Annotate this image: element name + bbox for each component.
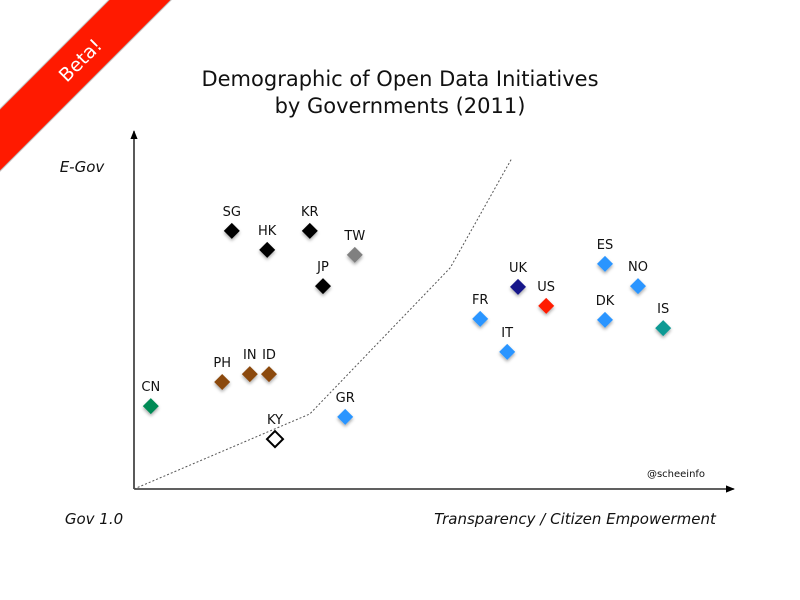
data-point-cn: CN (141, 380, 160, 415)
point-label: PH (213, 356, 231, 371)
point-label: IN (243, 348, 257, 363)
diamond-marker (655, 320, 672, 337)
diamond-marker (261, 366, 277, 383)
point-label: NO (628, 260, 648, 275)
points-layer: SG HK KR TW JP CN PH IN ID KY GR FR IT UK US ES NO DK IS (141, 205, 672, 449)
data-point-id: ID (261, 348, 277, 383)
data-point-us: US (537, 280, 555, 314)
diamond-marker (499, 343, 516, 360)
diamond-marker (510, 278, 526, 295)
point-label: ID (262, 348, 276, 363)
data-point-dk: DK (596, 294, 615, 328)
diamond-marker (214, 374, 231, 391)
diamond-marker (223, 222, 240, 239)
data-point-tw: TW (343, 229, 365, 263)
boundary-layer (133, 157, 513, 490)
diamond-marker (241, 366, 258, 383)
data-point-kr: KR (301, 205, 319, 239)
diamond-marker (142, 398, 159, 415)
data-point-no: NO (628, 260, 648, 295)
point-label: IT (501, 326, 513, 341)
chart-title: Demographic of Open Data Initiatives (201, 67, 598, 91)
data-point-in: IN (241, 348, 258, 383)
data-point-sg: SG (223, 205, 241, 239)
point-label: DK (596, 294, 615, 309)
diamond-marker (630, 278, 646, 295)
data-point-es: ES (597, 238, 613, 272)
diamond-marker (346, 246, 363, 263)
point-label: KR (301, 205, 319, 220)
diamond-marker (259, 241, 276, 258)
data-point-uk: UK (509, 261, 528, 295)
point-label: US (537, 280, 555, 295)
data-point-jp: JP (315, 260, 331, 295)
diamond-marker (337, 408, 354, 425)
data-point-it: IT (499, 326, 516, 360)
point-label: IS (657, 302, 669, 317)
diamond-marker (538, 297, 555, 314)
data-point-ky: KY (265, 413, 285, 449)
data-point-fr: FR (472, 293, 489, 327)
point-label: SG (223, 205, 241, 220)
data-point-hk: HK (258, 224, 277, 258)
point-label: UK (509, 261, 528, 276)
point-label: JP (316, 260, 329, 275)
credit-label: @scheeinfo (647, 469, 705, 480)
x-axis-label: Transparency / Citizen Empowerment (434, 510, 717, 528)
y-axis-label: E-Gov (60, 158, 106, 176)
beta-banner-ribbon (0, 0, 196, 176)
data-point-gr: GR (336, 391, 355, 425)
diamond-marker (597, 255, 613, 272)
boundary-dotted-line (133, 157, 513, 490)
point-label: TW (343, 229, 365, 244)
diamond-marker (301, 222, 318, 239)
beta-banner: Beta! (0, 0, 196, 176)
point-label: ES (597, 238, 613, 253)
diamond-marker (472, 310, 489, 327)
data-point-ph: PH (213, 356, 231, 391)
point-label: CN (141, 380, 160, 395)
diamond-marker (315, 278, 331, 295)
point-label: HK (258, 224, 277, 239)
data-point-is: IS (655, 302, 672, 337)
point-label: GR (336, 391, 355, 406)
diamond-marker (597, 311, 613, 328)
diamond-marker (265, 429, 285, 449)
chart-subtitle: by Governments (2011) (275, 94, 526, 118)
point-label: KY (267, 413, 283, 428)
origin-label: Gov 1.0 (65, 510, 123, 528)
point-label: FR (472, 293, 489, 308)
